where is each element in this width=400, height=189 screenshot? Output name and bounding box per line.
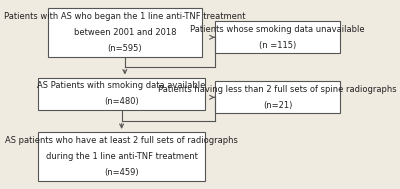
Text: Patients with AS who began the 1 line anti-TNF treatment: Patients with AS who began the 1 line an… — [4, 12, 246, 21]
Text: (n=480): (n=480) — [104, 97, 139, 106]
Text: during the 1 line anti-TNF treatment: during the 1 line anti-TNF treatment — [46, 152, 198, 161]
Text: (n=595): (n=595) — [108, 44, 142, 53]
Text: Patients whose smoking data unavailable: Patients whose smoking data unavailable — [190, 25, 365, 34]
Text: (n=459): (n=459) — [104, 168, 139, 177]
FancyBboxPatch shape — [215, 21, 340, 53]
Text: (n =115): (n =115) — [259, 41, 296, 50]
FancyBboxPatch shape — [38, 78, 205, 109]
FancyBboxPatch shape — [215, 81, 340, 113]
Text: AS patients who have at least 2 full sets of radiographs: AS patients who have at least 2 full set… — [5, 136, 238, 145]
FancyBboxPatch shape — [48, 8, 202, 57]
Text: Patients having less than 2 full sets of spine radiographs: Patients having less than 2 full sets of… — [158, 85, 397, 94]
Text: between 2001 and 2018: between 2001 and 2018 — [74, 28, 176, 37]
FancyBboxPatch shape — [38, 132, 205, 181]
Text: (n=21): (n=21) — [263, 101, 292, 110]
Text: AS Patients with smoking data available: AS Patients with smoking data available — [38, 81, 206, 90]
